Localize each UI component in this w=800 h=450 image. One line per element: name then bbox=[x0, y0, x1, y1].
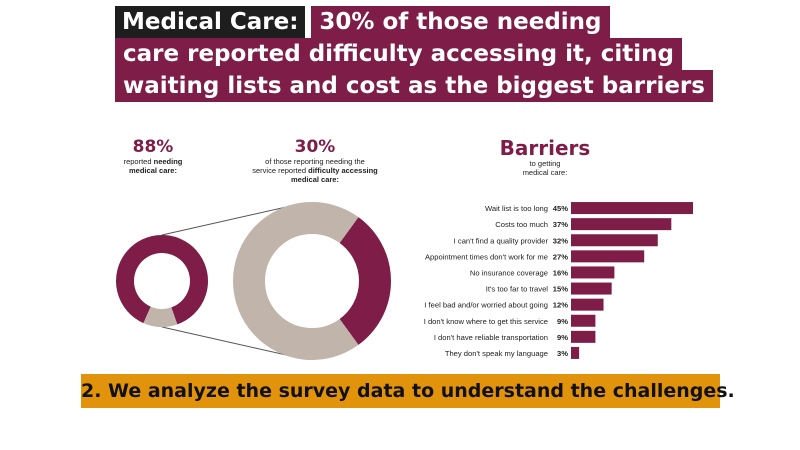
bar-value-label: 15% bbox=[553, 285, 568, 294]
stat-needing-value: 88% bbox=[132, 137, 174, 157]
bar-value-label: 3% bbox=[557, 349, 568, 358]
bar-value-label: 12% bbox=[553, 301, 568, 310]
bar-value-label: 37% bbox=[553, 220, 568, 229]
bar-value-label: 27% bbox=[553, 252, 568, 261]
donut-connector-bottom bbox=[161, 326, 305, 360]
bar-category-label: Wait list is too long bbox=[485, 204, 548, 213]
bar-value-label: 16% bbox=[553, 268, 568, 277]
bar-category-label: I feel bad and/or worried about going bbox=[424, 301, 548, 310]
stat-needing-bold-1: needing bbox=[153, 157, 183, 166]
bar bbox=[571, 314, 596, 327]
bar-category-label: I can't find a quality provider bbox=[454, 236, 549, 245]
donut-charts bbox=[116, 202, 391, 360]
bar bbox=[571, 330, 596, 343]
barriers-subtitle-1: to getting bbox=[529, 159, 561, 168]
stat-difficulty: 30% of those reporting needing the servi… bbox=[246, 137, 384, 184]
barriers-bar-chart: Wait list is too long 45% Costs too much 37… bbox=[424, 202, 693, 359]
bar bbox=[571, 266, 615, 279]
stat-difficulty-text: service reported bbox=[252, 166, 307, 175]
headline-text-1: 30% of those needing bbox=[311, 6, 610, 38]
bar-value-label: 9% bbox=[557, 317, 568, 326]
needing-care-slice-0 bbox=[116, 235, 208, 325]
difficulty-accessing-slice-1 bbox=[233, 202, 359, 360]
barriers-subtitle-2: medical care: bbox=[522, 168, 568, 177]
stat-needing-bold-2: medical care: bbox=[129, 166, 177, 175]
stat-needing-care: 88% reported needing medical care: bbox=[108, 137, 198, 175]
bar bbox=[571, 234, 658, 247]
donut-connector-top bbox=[161, 202, 305, 236]
bar-category-label: No insurance coverage bbox=[470, 268, 548, 277]
bar-category-label: Costs too much bbox=[495, 220, 548, 229]
stat-needing-text: reported bbox=[123, 157, 152, 166]
headline-label: Medical Care: bbox=[115, 6, 306, 38]
bar bbox=[571, 250, 645, 263]
bar-value-label: 45% bbox=[553, 204, 568, 213]
headline-line-3: waiting lists and cost as the biggest ba… bbox=[115, 70, 713, 102]
stat-difficulty-bold-1: difficulty accessing bbox=[308, 166, 378, 175]
headline-line-2: care reported difficulty accessing it, c… bbox=[115, 38, 682, 70]
headline-line-1: Medical Care: 30% of those needing bbox=[115, 6, 610, 38]
bar bbox=[571, 346, 580, 359]
caption-banner: 2. We analyze the survey data to underst… bbox=[81, 374, 735, 408]
bar-category-label: They don't speak my language bbox=[445, 349, 548, 358]
bar-value-label: 9% bbox=[557, 333, 568, 342]
bar-category-label: It's too far to travel bbox=[486, 285, 549, 294]
needing-care-slice-1 bbox=[143, 306, 178, 327]
bar bbox=[571, 202, 693, 215]
bar-value-label: 32% bbox=[553, 236, 568, 245]
bar bbox=[571, 218, 672, 231]
stat-difficulty-line1: of those reporting needing the bbox=[265, 157, 365, 166]
bar bbox=[571, 282, 612, 295]
stat-difficulty-bold-2: medical care: bbox=[291, 175, 339, 184]
barriers-header: Barriers to getting medical care: bbox=[490, 137, 600, 177]
bar-category-label: Appointment times don't work for me bbox=[425, 252, 548, 261]
bar bbox=[571, 298, 604, 311]
bar-category-label: I don't know where to get this service bbox=[424, 317, 548, 326]
barriers-title: Barriers bbox=[499, 136, 591, 160]
stat-difficulty-value: 30% bbox=[294, 137, 336, 157]
difficulty-accessing-slice-0 bbox=[339, 217, 391, 345]
bar-category-label: I don't have reliable transportation bbox=[434, 333, 548, 342]
